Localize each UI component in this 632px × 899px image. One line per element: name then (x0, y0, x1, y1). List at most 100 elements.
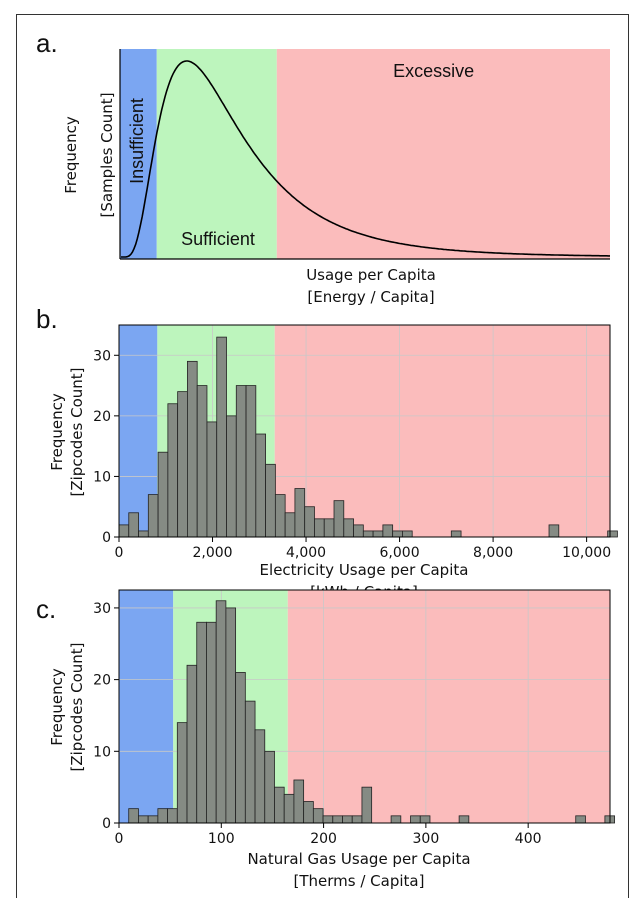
y-tick-label: 20 (93, 409, 111, 425)
histogram-bar (235, 672, 246, 824)
histogram-bar (283, 793, 295, 824)
histogram-bar (333, 500, 345, 538)
x-tick-label: 6,000 (380, 545, 420, 561)
y-tick-label: 0 (102, 816, 111, 832)
histogram-bar (186, 664, 198, 824)
histogram-bar (206, 621, 217, 824)
histogram-bar (293, 779, 305, 824)
zone-label-insufficient: Insufficient (127, 98, 147, 184)
x-tick-label: 100 (208, 831, 235, 847)
histogram-bar (138, 815, 149, 824)
histogram-bar (274, 494, 286, 538)
histogram-bar (274, 786, 285, 824)
y-axis-unit-label: [Samples Count] (98, 92, 116, 217)
histogram-bar (157, 808, 168, 824)
y-axis-label: Frequency (48, 668, 66, 746)
histogram-bar (206, 421, 218, 538)
histogram-bar (392, 530, 403, 538)
histogram-bar (128, 512, 139, 538)
chart-panel-3: c. Natural Gas Usage per Capita [Therms / … (36, 589, 616, 890)
histogram-bar (353, 524, 364, 538)
region-excessive (274, 325, 610, 537)
histogram-bar (548, 524, 560, 538)
histogram-bar (167, 808, 178, 824)
x-axis-label: Natural Gas Usage per Capita (247, 850, 470, 868)
histogram-bar (225, 607, 237, 824)
histogram-bar (314, 518, 325, 538)
y-tick-label: 10 (93, 469, 111, 485)
distribution-curve (121, 60, 610, 258)
x-axis-label: Usage per Capita (306, 266, 436, 284)
histogram-bar (343, 518, 354, 538)
histogram-bar (196, 385, 208, 538)
histogram-bar (342, 815, 353, 824)
plot-area-border (118, 324, 611, 538)
histogram-bar (118, 524, 130, 538)
histogram-bar (303, 801, 314, 824)
histogram-bar (255, 433, 266, 538)
x-axis-label: Electricity Usage per Capita (260, 561, 469, 579)
x-tick-label: 300 (413, 831, 440, 847)
region-excessive (276, 49, 610, 259)
histogram-bar (361, 786, 373, 824)
histogram-bar (147, 494, 159, 538)
histogram-bar (244, 700, 256, 824)
chart-panel-1: a. Usage per Capita [Energy / Capita] Frequ… (36, 28, 610, 306)
histogram-bar (216, 336, 227, 538)
histogram-bar (245, 385, 257, 538)
y-tick-label: 20 (93, 673, 111, 689)
chart-panel-2: b.Electricity Usage per Capita[kWh / Cap… (36, 304, 618, 601)
figure-frame (16, 14, 629, 898)
histogram-bar (235, 385, 247, 538)
x-tick-label: 4,000 (286, 545, 326, 561)
y-tick-label: 30 (93, 348, 111, 364)
histogram-bar (157, 451, 169, 538)
histogram-bar (372, 530, 384, 538)
x-tick-label: 200 (310, 831, 337, 847)
histogram-bar (294, 488, 306, 538)
histogram-bar (128, 808, 139, 824)
histogram-bar (254, 729, 266, 824)
histogram-bar (351, 815, 363, 824)
zone-label-sufficient: Sufficient (181, 229, 255, 249)
histogram-bar (304, 506, 315, 538)
y-tick-label: 30 (93, 601, 111, 617)
panel-letter: a. (36, 28, 58, 58)
histogram-bar (264, 750, 275, 824)
region-insufficient (120, 49, 157, 259)
y-axis-label: Frequency (48, 393, 66, 471)
x-axis-unit-label: [Energy / Capita] (307, 288, 434, 306)
histogram-bar (176, 722, 188, 824)
histogram-bar (265, 463, 276, 538)
histogram-bar (284, 512, 296, 538)
plot-area-border (118, 589, 611, 824)
panel-letter: b. (36, 304, 58, 334)
x-tick-label: 400 (515, 831, 542, 847)
x-tick-label: 0 (115, 831, 124, 847)
histogram-bar (147, 815, 159, 824)
y-tick-label: 10 (93, 744, 111, 760)
x-tick-label: 8,000 (473, 545, 513, 561)
histogram-bar (167, 403, 179, 538)
histogram-bar (419, 815, 431, 824)
zone-label-excessive: Excessive (393, 61, 474, 81)
panel-letter: c. (36, 594, 56, 624)
region-insufficient (119, 590, 174, 823)
y-axis-unit-label: [Zipcodes Count] (68, 643, 86, 772)
histogram-bar (196, 621, 207, 824)
histogram-bar (390, 815, 402, 824)
histogram-bar (177, 391, 188, 538)
histogram-bar (312, 808, 324, 824)
histogram-bar (362, 530, 374, 538)
y-tick-label: 0 (102, 530, 111, 546)
x-tick-label: 0 (115, 545, 124, 561)
histogram-bar (575, 815, 586, 824)
histogram-bar (187, 360, 198, 538)
histogram-bar (402, 530, 413, 538)
histogram-bar (382, 524, 394, 538)
histogram-bar (323, 518, 335, 538)
histogram-bar (332, 815, 343, 824)
x-tick-label: 10,000 (562, 545, 611, 561)
y-axis-unit-label: [Zipcodes Count] (68, 368, 86, 497)
